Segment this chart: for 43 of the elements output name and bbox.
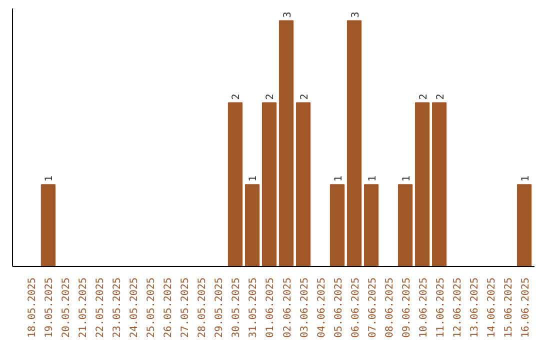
x-tick-label: 26.05.2025 (163, 277, 174, 338)
data-label: 2 (265, 94, 276, 100)
x-tick-label: 13.06.2025 (469, 277, 480, 338)
data-label: 1 (520, 176, 532, 182)
x-tick-label: 09.06.2025 (401, 277, 412, 338)
data-label: 1 (367, 176, 378, 182)
data-label: 1 (333, 176, 344, 182)
x-tick-label: 23.05.2025 (112, 277, 124, 338)
data-label: 2 (231, 94, 242, 100)
x-tick-label: 04.06.2025 (316, 277, 328, 338)
x-tick-label: 12.06.2025 (452, 277, 464, 338)
x-tick-label: 01.06.2025 (265, 277, 276, 338)
x-tick-label: 02.06.2025 (282, 277, 294, 338)
x-tick-label: 03.06.2025 (299, 277, 310, 338)
x-tick-label: 08.06.2025 (384, 277, 396, 338)
x-tick-label: 31.05.2025 (248, 277, 260, 338)
x-tick-label: 25.05.2025 (146, 277, 158, 338)
x-tick-label: 05.06.2025 (333, 277, 344, 338)
data-label: 3 (350, 12, 362, 18)
x-tick-label: 18.05.2025 (27, 277, 38, 338)
x-tick-label: 27.05.2025 (180, 277, 192, 338)
x-tick-label: 06.06.2025 (350, 277, 362, 338)
data-label: 2 (299, 94, 310, 100)
x-tick-label: 15.06.2025 (503, 277, 514, 338)
x-tick-label: 21.05.2025 (78, 277, 90, 338)
x-tick-label: 16.06.2025 (520, 277, 532, 338)
data-label: 1 (44, 176, 56, 182)
x-tick-label: 10.06.2025 (418, 277, 430, 338)
x-tick-label: 11.06.2025 (435, 277, 446, 338)
data-label: 1 (401, 176, 412, 182)
data-label: 2 (418, 94, 430, 100)
x-tick-label: 19.05.2025 (44, 277, 56, 338)
x-tick-label: 22.05.2025 (95, 277, 106, 338)
x-tick-label: 20.05.2025 (61, 277, 72, 338)
x-tick-label: 24.05.2025 (129, 277, 140, 338)
x-tick-label: 14.06.2025 (486, 277, 498, 338)
x-tick-label: 07.06.2025 (367, 277, 378, 338)
data-label: 3 (282, 12, 294, 18)
x-tick-label: 30.05.2025 (231, 277, 242, 338)
x-tick-label: 28.05.2025 (197, 277, 208, 338)
x-tick-label: 29.05.2025 (214, 277, 226, 338)
data-label: 1 (248, 176, 260, 182)
data-label: 2 (435, 94, 446, 100)
